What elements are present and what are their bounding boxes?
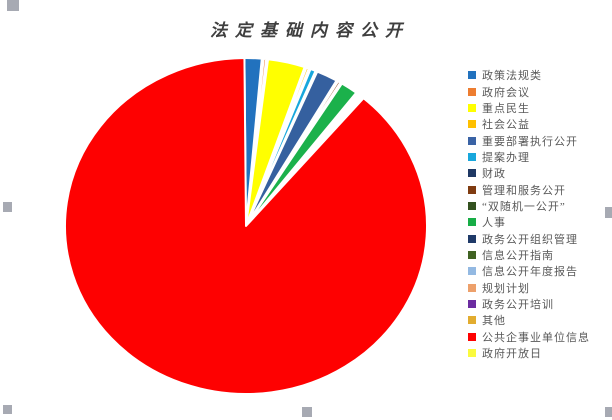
legend-item[interactable]: 财政 (468, 165, 610, 181)
legend-swatch-icon (468, 120, 476, 129)
legend-swatch-icon (468, 87, 476, 96)
legend-item[interactable]: 重点民生 (468, 100, 610, 116)
legend-swatch-icon (468, 71, 476, 80)
legend-item-label: 信息公开年度报告 (482, 266, 578, 279)
legend-swatch-icon (468, 103, 476, 112)
legend-item[interactable]: 管理和服务公开 (468, 181, 610, 197)
legend-swatch-icon (468, 185, 476, 194)
legend-item-label: 政务公开组织管理 (482, 233, 578, 246)
selection-handle-bottom-center[interactable] (302, 407, 312, 417)
legend-item-label: 公共企事业单位信息 (482, 331, 590, 344)
selection-handle-top-left[interactable] (7, 0, 19, 11)
legend-item-label: 重点民生 (482, 102, 530, 115)
legend-swatch-icon (468, 283, 476, 292)
pie-slice[interactable] (245, 82, 358, 227)
legend-swatch-icon (468, 169, 476, 178)
legend-item[interactable]: 规划计划 (468, 279, 610, 295)
pie-slice[interactable] (245, 58, 306, 227)
legend-item-label: 社会公益 (482, 119, 530, 132)
legend-item-label: 管理和服务公开 (482, 184, 566, 197)
legend-item-label: “双随机一公开” (482, 200, 566, 213)
legend-swatch-icon (468, 299, 476, 308)
legend-item[interactable]: 政务公开组织管理 (468, 230, 610, 246)
legend-swatch-icon (468, 234, 476, 243)
selection-handle-middle-left[interactable] (3, 202, 12, 212)
legend-swatch-icon (468, 349, 476, 358)
legend-item-label: 重要部署执行公开 (482, 135, 578, 148)
legend-item-label: 财政 (482, 168, 506, 181)
legend-item[interactable]: “双随机一公开” (468, 198, 610, 214)
legend-item-label: 政策法规类 (482, 70, 542, 83)
legend-swatch-icon (468, 201, 476, 210)
chart-title[interactable]: 法定基础内容公开 (210, 21, 410, 40)
pie-slice[interactable] (64, 57, 429, 395)
legend-item-label: 信息公开指南 (482, 249, 554, 262)
legend-swatch-icon (468, 250, 476, 259)
legend-item[interactable]: 政务公开培训 (468, 296, 610, 312)
legend-item[interactable]: 人事 (468, 214, 610, 230)
legend-item[interactable]: 其他 (468, 312, 610, 328)
pie-slice[interactable] (245, 70, 338, 227)
chart-legend: 政策法规类政府会议重点民生社会公益重要部署执行公开 提案办理财政管理和服务公开 “双… (468, 67, 610, 361)
legend-item-label: 其他 (482, 315, 506, 328)
legend-item-label: 政务公开培训 (482, 298, 554, 311)
legend-item[interactable]: 政府开放日 (468, 345, 610, 361)
legend-item-label: 人事 (482, 217, 506, 230)
legend-item-label: 政府开放日 (482, 348, 542, 361)
legend-item[interactable]: 提案办理 (468, 149, 610, 165)
legend-item[interactable]: 公共企事业单位信息 (468, 329, 610, 345)
legend-item-label: 政府会议 (482, 86, 530, 99)
legend-swatch-icon (468, 267, 476, 276)
legend-swatch-icon (468, 218, 476, 227)
selection-handle-bottom-right[interactable] (605, 407, 612, 417)
selection-handle-bottom-left[interactable] (3, 405, 12, 414)
legend-item[interactable]: 社会公益 (468, 116, 610, 132)
legend-item[interactable]: 信息公开年度报告 (468, 263, 610, 279)
legend-swatch-icon (468, 152, 476, 161)
selection-handle-middle-right[interactable] (605, 207, 612, 218)
legend-item[interactable]: 政府会议 (468, 83, 610, 99)
legend-item-label: 规划计划 (482, 282, 530, 295)
legend-item-label: 提案办理 (482, 151, 530, 164)
legend-item[interactable]: 重要部署执行公开 (468, 132, 610, 148)
legend-swatch-icon (468, 136, 476, 145)
legend-swatch-icon (468, 332, 476, 341)
legend-swatch-icon (468, 316, 476, 325)
legend-item[interactable]: 政策法规类 (468, 67, 610, 83)
legend-item[interactable]: 信息公开指南 (468, 247, 610, 263)
